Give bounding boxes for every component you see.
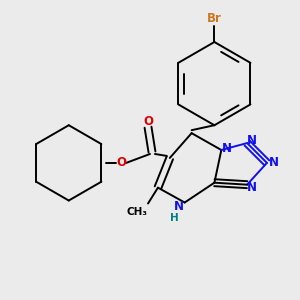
Text: H: H [170, 213, 179, 224]
Text: O: O [143, 115, 153, 128]
Text: N: N [247, 181, 257, 194]
Text: O: O [116, 156, 126, 170]
Text: CH₃: CH₃ [127, 207, 148, 218]
Text: N: N [269, 156, 279, 170]
Text: Br: Br [207, 12, 222, 25]
Text: N: N [247, 134, 257, 147]
Text: N: N [222, 142, 232, 154]
Text: N: N [174, 200, 184, 213]
